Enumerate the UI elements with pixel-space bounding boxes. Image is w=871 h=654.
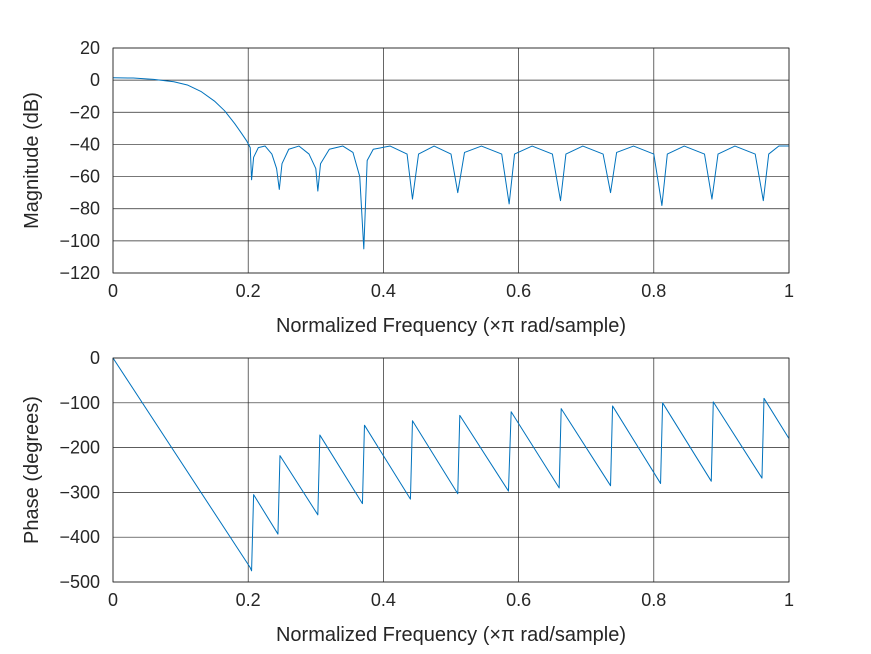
phase-panel: 0 0.2 0.4 0.6 0.8 1 0 −100 −200 −300 −400 −500 Nor…: [21, 348, 794, 646]
magnitude-x-tick-label: 0: [108, 281, 118, 301]
phase-y-tick-label: 0: [90, 348, 100, 368]
magnitude-plot-frame: [112, 47, 790, 274]
magnitude-y-tick-label: −80: [69, 199, 100, 219]
magnitude-y-tick-labels: 20 0 −20 −40 −60 −80 −100 −120: [59, 38, 100, 283]
magnitude-panel: 0 0.2 0.4 0.6 0.8 1 20 0 −20 −40 −60 −80 −100 −120 N…: [21, 38, 794, 337]
phase-y-tick-label: −500: [59, 572, 100, 592]
magnitude-x-tick-label: 0.2: [236, 281, 261, 301]
magnitude-y-tick-label: −20: [69, 102, 100, 122]
phase-y-tick-labels: 0 −100 −200 −300 −400 −500: [59, 348, 100, 592]
phase-y-tick-label: −200: [59, 438, 100, 458]
phase-y-tick-label: −400: [59, 527, 100, 547]
phase-series: [112, 357, 790, 572]
magnitude-x-tick-label: 0.4: [371, 281, 396, 301]
magnitude-x-tick-label: 0.8: [641, 281, 666, 301]
magnitude-response-line: [112, 77, 789, 250]
phase-response-line: [112, 357, 790, 572]
magnitude-y-tick-label: −40: [69, 134, 100, 154]
phase-plot-frame: [112, 357, 790, 583]
magnitude-y-axis-label: Magnitude (dB): [21, 92, 43, 229]
phase-x-tick-labels: 0 0.2 0.4 0.6 0.8 1: [108, 590, 794, 610]
phase-y-tick-label: −100: [59, 393, 100, 413]
magnitude-x-tick-label: 0.6: [506, 281, 531, 301]
magnitude-y-tick-label: 0: [90, 70, 100, 90]
magnitude-grid: [112, 47, 790, 274]
magnitude-y-tick-label: 20: [80, 38, 100, 58]
phase-x-tick-label: 0.8: [641, 590, 666, 610]
phase-y-axis-label: Phase (degrees): [21, 396, 43, 544]
phase-x-tick-label: 0.2: [236, 590, 261, 610]
phase-x-tick-label: 0.4: [371, 590, 396, 610]
phase-x-tick-label: 1: [784, 590, 794, 610]
phase-y-tick-label: −300: [59, 482, 100, 502]
phase-x-axis-label: Normalized Frequency (×π rad/sample): [276, 624, 626, 646]
magnitude-x-tick-labels: 0 0.2 0.4 0.6 0.8 1: [108, 281, 794, 301]
magnitude-x-axis-label: Normalized Frequency (×π rad/sample): [276, 315, 626, 337]
magnitude-y-tick-label: −120: [59, 263, 100, 283]
magnitude-y-tick-label: −100: [59, 231, 100, 251]
phase-x-tick-label: 0.6: [506, 590, 531, 610]
magnitude-x-tick-label: 1: [784, 281, 794, 301]
magnitude-series: [112, 77, 789, 250]
phase-x-tick-label: 0: [108, 590, 118, 610]
magnitude-y-tick-label: −60: [69, 167, 100, 187]
phase-grid: [112, 357, 790, 583]
